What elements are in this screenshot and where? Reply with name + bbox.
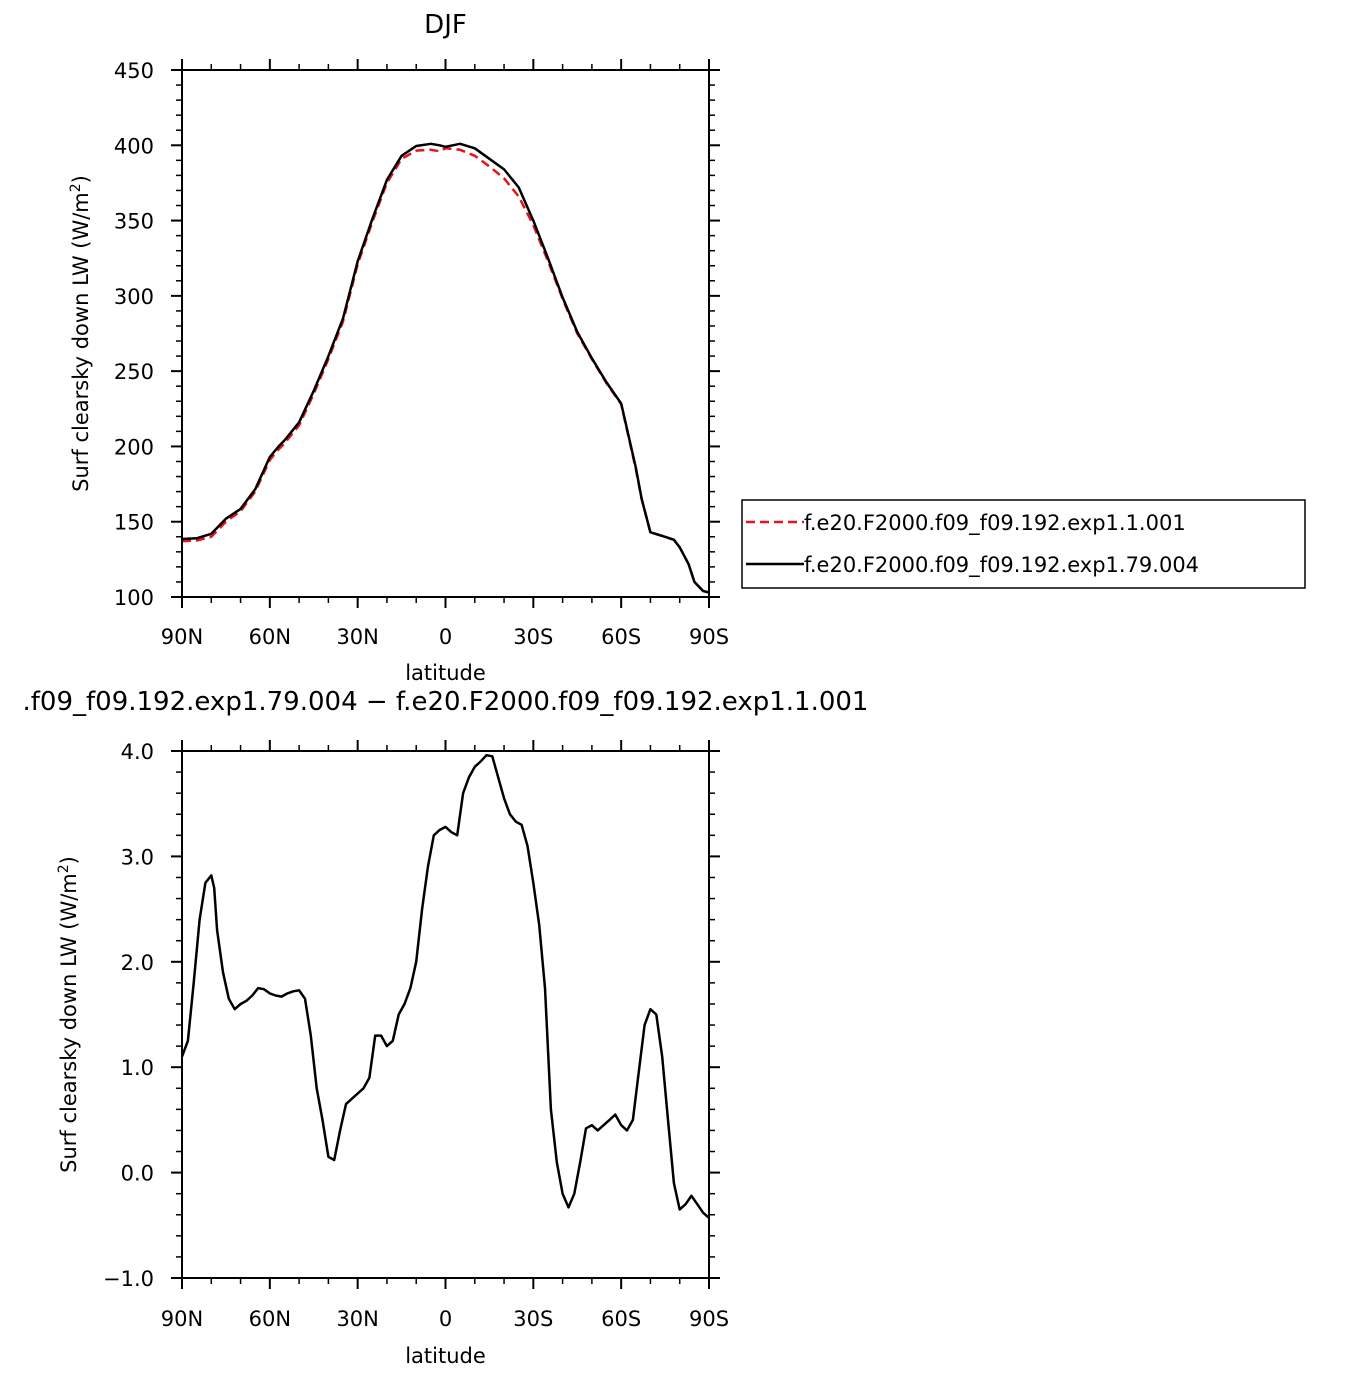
- y-tick-label: −1.0: [103, 1267, 154, 1291]
- x-tick-label: 90N: [161, 1307, 203, 1331]
- y-axis-label-main: Surf clearsky down LW (W/m: [69, 192, 93, 492]
- x-tick-label: 0: [439, 1307, 452, 1331]
- legend: f.e20.F2000.f09_f09.192.exp1.1.001 f.e20.…: [741, 499, 1306, 589]
- series-line-1: [180, 753, 710, 1219]
- x-tick-label: 60S: [601, 1307, 641, 1331]
- x-tick-label: 60N: [249, 625, 291, 649]
- y-tick-label: 100: [114, 586, 154, 610]
- y-tick-label: 400: [114, 134, 154, 158]
- series-line-1: [181, 147, 710, 594]
- x-tick-label: 30N: [336, 1307, 378, 1331]
- legend-label-2: f.e20.F2000.f09_f09.192.exp1.79.004: [804, 553, 1199, 578]
- y-tick-label: 4.0: [121, 740, 154, 764]
- y-tick-label: 1.0: [121, 1056, 154, 1080]
- x-tick-label: 30S: [513, 625, 553, 649]
- x-tick-label: 30N: [336, 625, 378, 649]
- legend-label-1: f.e20.F2000.f09_f09.192.exp1.1.001: [804, 511, 1186, 536]
- y-tick-label: 200: [114, 435, 154, 459]
- y-tick-label: 150: [114, 511, 154, 535]
- x-tick-label: 0: [439, 625, 452, 649]
- x-tick-label: 60N: [249, 1307, 291, 1331]
- plot-frame: [181, 750, 710, 1279]
- y-tick-label: 300: [114, 285, 154, 309]
- series-line-2: [181, 142, 710, 594]
- y-axis-label: Surf clearsky down LW (W/m2): [56, 856, 81, 1173]
- y-axis-label-sup: 2: [56, 864, 72, 873]
- x-tick-label: 90N: [161, 625, 203, 649]
- y-tick-label: 0.0: [121, 1162, 154, 1186]
- x-axis-label: latitude: [405, 1344, 486, 1368]
- y-tick-label: 3.0: [121, 845, 154, 869]
- y-axis-label-sup: 2: [68, 183, 84, 192]
- chart-title: .f09_f09.192.exp1.79.004 − f.e20.F2000.f…: [23, 687, 869, 717]
- y-axis-label-tail: ): [57, 856, 81, 864]
- x-tick-label: 60S: [601, 625, 641, 649]
- y-axis-label: Surf clearsky down LW (W/m2): [68, 175, 93, 492]
- y-tick-label: 350: [114, 210, 154, 234]
- x-tick-label: 90S: [689, 1307, 729, 1331]
- y-tick-label: 2.0: [121, 951, 154, 975]
- chart-panel-2: .f09_f09.192.exp1.79.004 − f.e20.F2000.f…: [23, 687, 869, 1368]
- y-axis-label-main: Surf clearsky down LW (W/m: [57, 873, 81, 1173]
- y-tick-label: 250: [114, 360, 154, 384]
- y-tick-label: 450: [114, 59, 154, 83]
- x-tick-label: 30S: [513, 1307, 553, 1331]
- y-axis-label-tail: ): [69, 175, 93, 183]
- chart-title: DJF: [424, 10, 467, 40]
- chart-panel-1: DJF 90N 60N 30N 0 30S 60S 90S 100 150 200 250 300 350…: [68, 10, 1306, 685]
- legend-box: [741, 499, 1306, 589]
- x-axis-label: latitude: [405, 661, 486, 685]
- x-tick-label: 90S: [689, 625, 729, 649]
